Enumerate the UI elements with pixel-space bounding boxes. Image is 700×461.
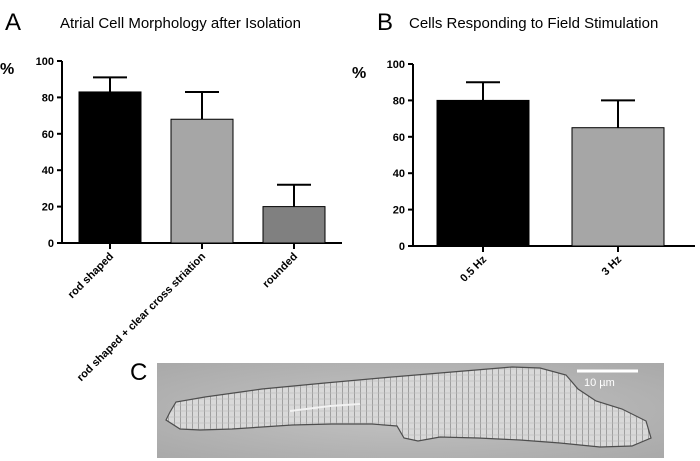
- chart-b-bar: [436, 99, 530, 247]
- chart-b-category-label: 3 Hz: [600, 253, 625, 278]
- chart-a-bar: [262, 206, 326, 244]
- chart-a-y-tick-label: 60: [42, 129, 54, 141]
- panel-letter-a: A: [5, 9, 21, 36]
- chart-a-y-tick-label: 80: [42, 92, 54, 104]
- chart-a-y-tick-label: 0: [48, 238, 54, 250]
- chart-b-y-tick-label: 40: [393, 168, 405, 180]
- chart-a-y-tick-label: 40: [42, 165, 54, 177]
- chart-b-y-tick-label: 80: [393, 95, 405, 107]
- chart-a-title: Atrial Cell Morphology after Isolation: [60, 15, 301, 32]
- chart-b-y-tick-label: 60: [393, 132, 405, 144]
- cardiomyocyte-cell: [165, 366, 652, 448]
- chart-a-category-label: rod shaped: [66, 251, 116, 301]
- chart-b-y-tick-label: 20: [393, 205, 405, 217]
- chart-a-bar: [170, 118, 234, 244]
- chart-b-y-tick-label: 0: [399, 241, 405, 253]
- panel-letter-b: B: [377, 9, 393, 36]
- chart-a-y-tick-label: 20: [42, 202, 54, 214]
- chart-a-y-tick-label: 100: [36, 56, 54, 68]
- chart-b-plot: 0 20 40 60 80 100 0.5 Hz 3 Hz: [387, 59, 695, 285]
- panel-letter-c: C: [130, 359, 147, 386]
- cell-edge-highlight: [289, 403, 361, 412]
- chart-b-y-label: %: [352, 65, 366, 82]
- chart-a-category-label: rounded: [261, 251, 301, 291]
- cardiomyocyte-micrograph: 10 µm: [157, 363, 664, 458]
- chart-b-y-tick-label: 100: [387, 59, 405, 71]
- chart-a-y-label: %: [0, 61, 14, 78]
- scale-bar-label: 10 µm: [584, 377, 615, 389]
- chart-a-bar: [78, 91, 142, 244]
- chart-b-category-label: 0.5 Hz: [458, 253, 489, 284]
- chart-b-title: Cells Responding to Field Stimulation: [409, 15, 658, 32]
- chart-b-bar: [571, 127, 665, 247]
